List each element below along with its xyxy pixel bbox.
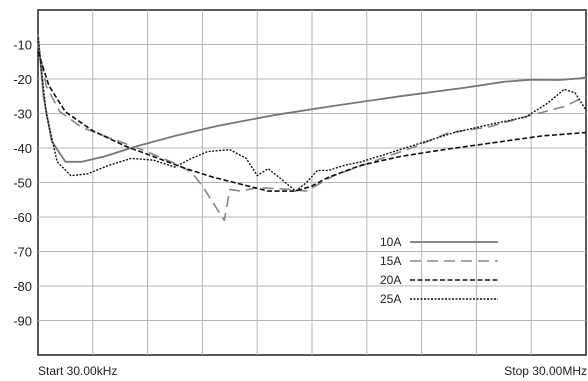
y-tick-label: -80 [13,279,32,294]
y-tick-label: -20 [13,72,32,87]
legend-label: 20A [380,273,401,287]
series-lines [37,34,587,222]
y-tick-label: -60 [13,210,32,225]
y-tick-label: -40 [13,141,32,156]
grid-lines [38,10,586,355]
y-tick-label: -50 [13,176,32,191]
stop-frequency-label: Stop 30.00MHz [504,364,587,378]
legend: 10A 15A 20A 25A [380,235,498,306]
y-tick-label: -90 [13,314,32,329]
series-line-10A [37,34,587,163]
y-tick-label: -70 [13,245,32,260]
legend-label: 15A [380,254,401,268]
y-tick-labels: -10 -20 -30 -40 -50 -60 -70 -80 -90 [13,38,32,329]
legend-label: 10A [380,235,401,249]
series-line-20A [37,51,587,192]
y-tick-label: -30 [13,107,32,122]
start-frequency-label: Start 30.00kHz [38,364,117,378]
legend-label: 25A [380,292,401,306]
y-tick-label: -10 [13,38,32,53]
